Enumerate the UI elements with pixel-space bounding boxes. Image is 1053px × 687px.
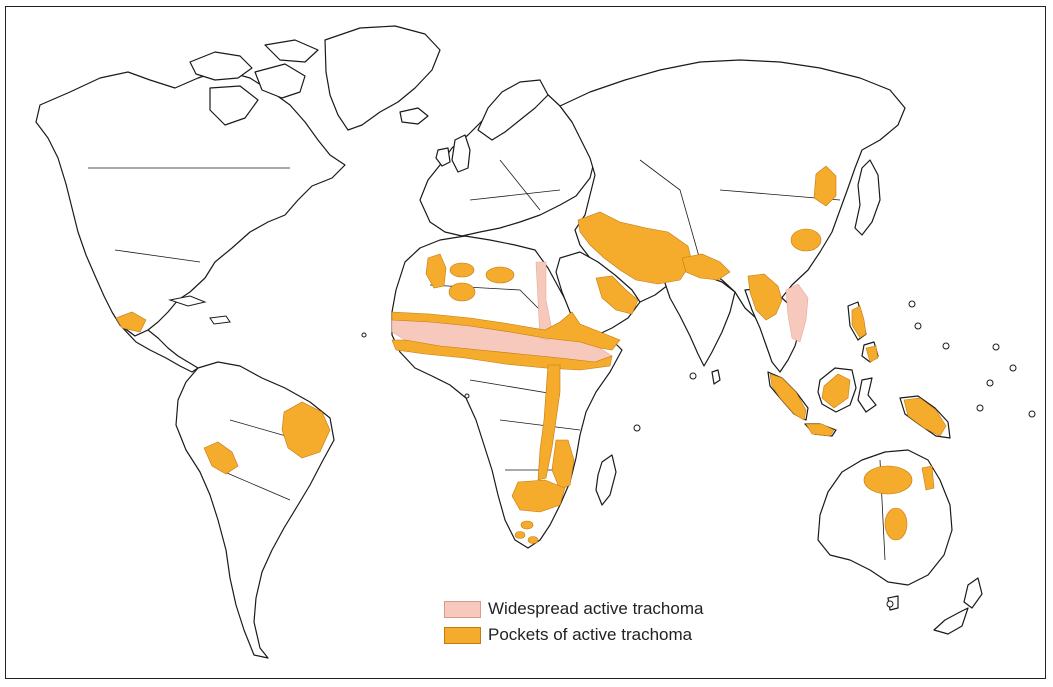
pocket-north-africa-1 (425, 253, 447, 289)
legend-label-widespread: Widespread active trachoma (488, 599, 704, 618)
pocket-areas (115, 165, 947, 544)
pocket-australia-ne (921, 465, 935, 491)
pocket-philippines-2 (865, 345, 879, 363)
pocket-mexico (115, 311, 147, 333)
continent-australia (817, 449, 953, 586)
pocket-sahel-south (391, 339, 613, 371)
pocket-sahel-north (391, 311, 621, 351)
pocket-china-north (813, 165, 837, 207)
pocket-south-asia (681, 253, 731, 281)
legend-item-pockets: Pockets of active trachoma (444, 622, 703, 648)
pocket-new-guinea (903, 397, 947, 437)
island-great-britain (451, 134, 471, 173)
island-madagascar (595, 454, 617, 506)
region-scandinavia (477, 79, 549, 141)
pocket-australia-central (884, 507, 908, 541)
legend-item-widespread: Widespread active trachoma (444, 596, 703, 622)
region-arabian-peninsula (555, 251, 641, 337)
legend-label-pockets: Pockets of active trachoma (488, 625, 693, 644)
pocket-arabia (595, 275, 639, 315)
widespread-indochina (785, 283, 809, 343)
pocket-china-south (790, 228, 822, 252)
island-arctic-4 (264, 39, 319, 63)
pocket-sumatra (769, 373, 807, 421)
island-greenland (324, 25, 441, 131)
pocket-east-africa-2 (551, 439, 575, 491)
pocket-andes (203, 441, 239, 475)
pocket-southern-africa-2 (520, 520, 534, 530)
island-sulawesi (857, 377, 877, 413)
pocket-brazil (281, 401, 331, 459)
island-sri-lanka (711, 369, 721, 385)
pocket-southern-africa (511, 479, 566, 513)
small-islands (168, 295, 1036, 608)
island-japan (854, 159, 881, 236)
pocket-north-africa-2 (449, 262, 475, 278)
legend-swatch-widespread (444, 600, 481, 618)
region-indian-subcontinent (659, 267, 736, 367)
island-new-zealand-north (963, 577, 983, 609)
map-legend: Widespread active trachoma Pockets of ac… (444, 596, 703, 648)
island-ireland (435, 147, 451, 167)
land-masses (35, 25, 983, 659)
island-arctic-1 (189, 51, 253, 81)
pocket-north-africa-4 (448, 282, 476, 302)
pocket-north-africa-3 (485, 266, 515, 284)
pocket-borneo (821, 373, 851, 409)
island-new-zealand-south (933, 607, 969, 635)
pocket-east-africa (537, 364, 561, 481)
legend-swatch-pockets (444, 626, 481, 644)
pocket-java (805, 423, 835, 437)
pocket-australia-north (863, 465, 913, 495)
island-iceland (399, 107, 429, 125)
pocket-middle-east (577, 211, 693, 285)
island-arctic-3 (209, 85, 259, 126)
pocket-philippines (851, 305, 867, 339)
pocket-southern-africa-4 (527, 536, 539, 544)
continent-central-america (119, 324, 199, 373)
pocket-southern-africa-3 (514, 531, 526, 539)
pocket-indochina (747, 273, 783, 321)
island-arctic-2 (254, 63, 306, 99)
